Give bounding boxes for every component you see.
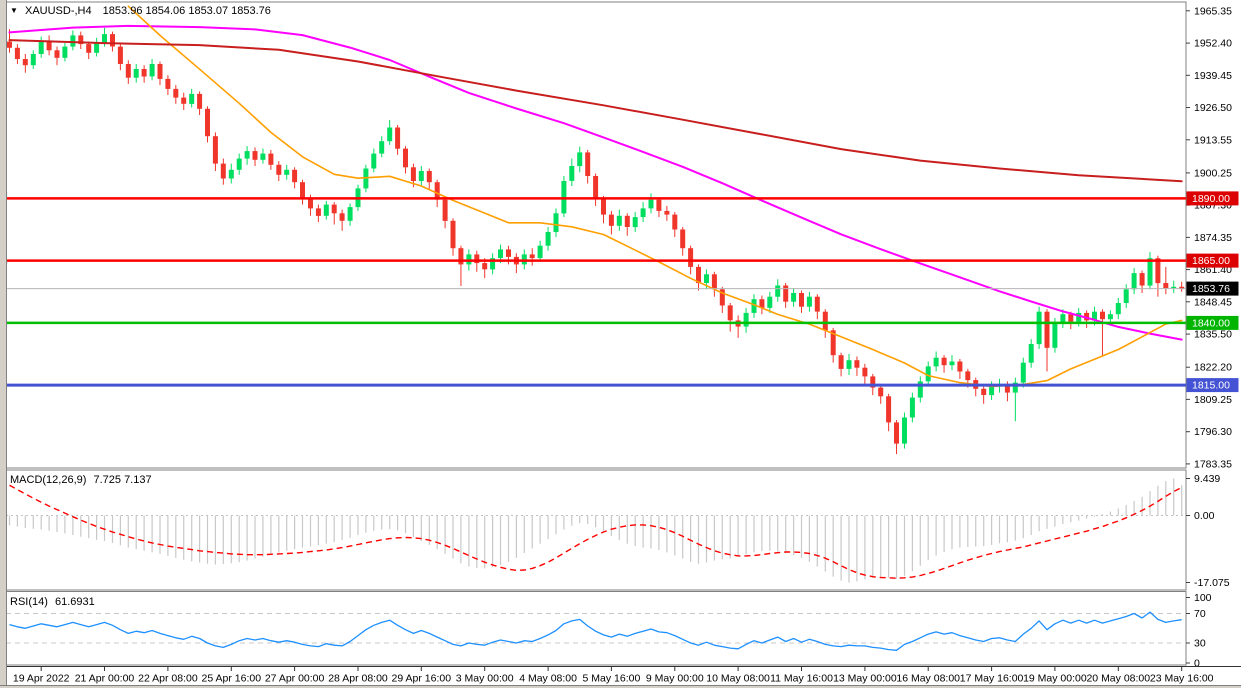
rsi-tick-label: 0 (1194, 658, 1200, 670)
macd-pane[interactable] (5, 469, 1187, 591)
rsi-pane[interactable] (5, 591, 1187, 666)
price-axis[interactable]: 1965.35 1952.40 1939.45 1926.50 1913.55 1900.… (1186, 5, 1239, 470)
rsi-values: 61.6931 (54, 596, 95, 608)
ma-medium-orange (127, 5, 1183, 388)
price-tick-label: 1939.45 (1194, 70, 1232, 82)
rsi-header: RSI(14) 61.6931 (10, 596, 95, 608)
rsi-tick-label: 70 (1194, 608, 1206, 620)
price-tick-label: 1913.55 (1194, 134, 1232, 146)
ohlc-high: 1854.06 (145, 5, 186, 17)
time-tick-label: 3 May 00:00 (456, 673, 514, 685)
time-tick-label: 19 Apr 2022 (13, 673, 70, 685)
price-tick-label: 1874.35 (1194, 232, 1232, 244)
macd-tick-label: -17.075 (1194, 577, 1230, 589)
time-tick-label: 11 May 16:00 (770, 673, 833, 685)
price-tick-label: 1796.30 (1194, 426, 1232, 438)
price-level-badge: 1865.00 (1192, 255, 1230, 267)
time-tick-label: 16 May 08:00 (896, 673, 960, 685)
macd-values: 7.725 7.137 (93, 474, 152, 486)
price-tick-label: 1783.35 (1194, 458, 1232, 470)
time-tick-label: 4 May 08:00 (519, 673, 577, 685)
macd-signal-line (9, 484, 1183, 579)
time-tick-label: 27 Apr 00:00 (265, 673, 325, 685)
rsi-indicator (6, 611, 1186, 651)
time-tick-label: 23 May 16:00 (1150, 673, 1214, 685)
macd-axis[interactable]: 9.439 0.00 -17.075 (1186, 473, 1230, 589)
rsi-tick-label: 30 (1194, 638, 1206, 650)
ma-slow-magenta (8, 24, 1183, 341)
time-tick-label: 19 May 00:00 (1023, 673, 1087, 685)
macd-tick-label: 0.00 (1194, 510, 1215, 522)
time-tick-label: 25 Apr 16:00 (202, 673, 262, 685)
price-tick-label: 1952.40 (1194, 38, 1232, 50)
price-tick-label: 1809.25 (1194, 394, 1232, 406)
window-left-border (0, 0, 7, 688)
price-tick-label: 1900.25 (1194, 167, 1232, 179)
time-tick-label: 21 Apr 00:00 (75, 673, 135, 685)
price-tick-label: 1848.45 (1194, 296, 1232, 308)
ohlc-open: 1853.96 (102, 5, 143, 17)
chart-header: ▼ XAUUSD-,H4 1853.96 1854.06 1853.07 185… (10, 5, 271, 17)
time-tick-label: 22 Apr 08:00 (138, 673, 198, 685)
rsi-label: RSI(14) (10, 596, 48, 608)
rsi-line (9, 611, 1182, 651)
symbol-period-label: XAUUSD-,H4 (24, 5, 92, 17)
price-level-badge: 1890.00 (1192, 193, 1230, 205)
macd-header: MACD(12,26,9) 7.725 7.137 (10, 474, 152, 486)
ohlc-low: 1853.07 (188, 5, 229, 17)
time-tick-label: 13 May 00:00 (833, 673, 897, 685)
price-level-badge: 1840.00 (1192, 317, 1230, 329)
rsi-axis[interactable]: 100 70 30 0 (1186, 592, 1212, 670)
macd-label: MACD(12,26,9) (10, 474, 87, 486)
ma-long-darkred (8, 39, 1183, 183)
macd-indicator (6, 478, 1186, 583)
time-tick-label: 9 May 00:00 (646, 673, 704, 685)
price-tick-label: 1822.20 (1194, 362, 1232, 374)
symbol-dropdown-icon[interactable]: ▼ (10, 6, 18, 15)
window-bottom-border (0, 685, 1241, 688)
time-tick-label: 20 May 08:00 (1086, 673, 1150, 685)
main-pane[interactable] (5, 1, 1187, 469)
current-price-badge: 1853.76 (1192, 283, 1230, 295)
time-tick-label: 5 May 16:00 (583, 673, 641, 685)
price-tick-label: 1926.50 (1194, 102, 1232, 114)
rsi-tick-label: 100 (1194, 592, 1212, 604)
macd-tick-label: 9.439 (1194, 473, 1220, 485)
time-tick-label: 28 Apr 08:00 (328, 673, 388, 685)
price-tick-label: 1965.35 (1194, 5, 1232, 17)
price-level-badge: 1815.00 (1192, 380, 1230, 392)
time-axis[interactable]: 19 Apr 2022 21 Apr 00:00 22 Apr 08:00 25 Ap… (0, 666, 1241, 685)
time-tick-label: 29 Apr 16:00 (392, 673, 452, 685)
time-tick-label: 17 May 16:00 (960, 673, 1024, 685)
time-tick-label: 10 May 08:00 (706, 673, 770, 685)
ohlc-close: 1853.76 (231, 5, 271, 17)
price-tick-label: 1835.50 (1194, 329, 1232, 341)
